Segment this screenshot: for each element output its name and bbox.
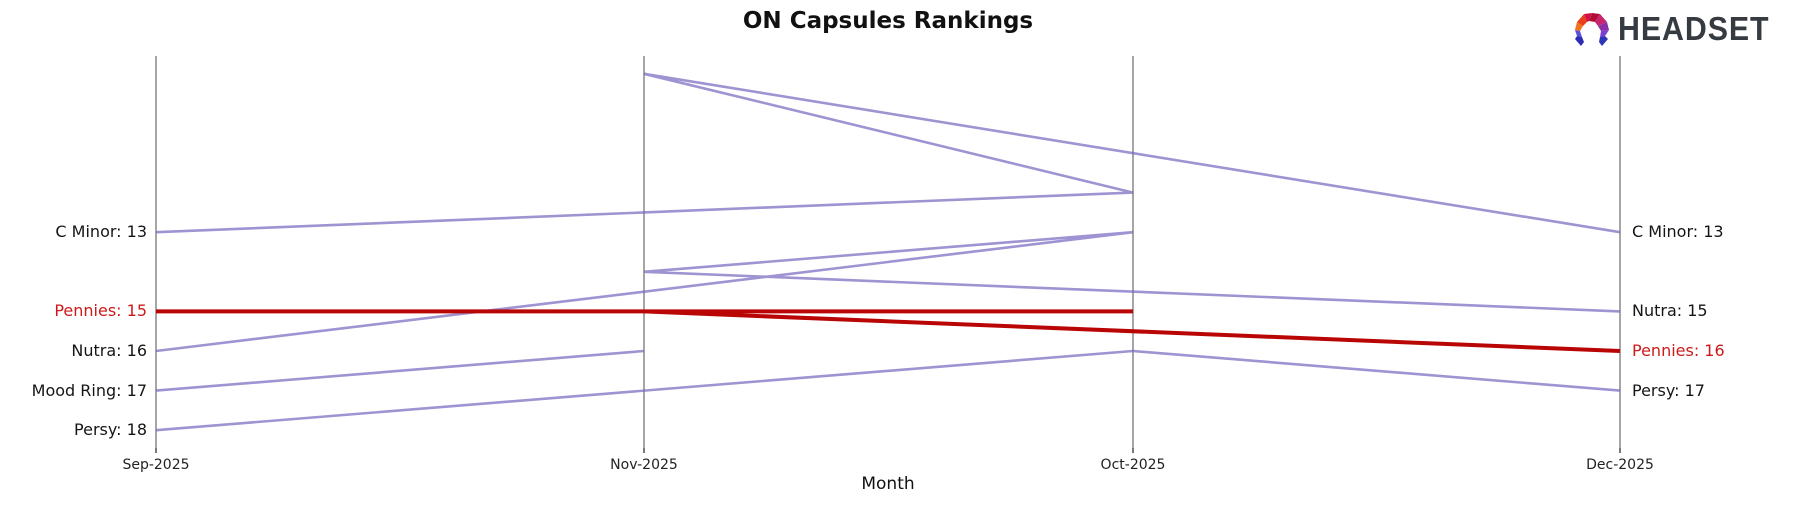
x-tick-label-Oct-2025: Oct-2025 (1100, 457, 1166, 473)
x-axis-title: Month (861, 474, 915, 494)
series-line-pennies[interactable] (156, 309, 1621, 353)
right-end-label-nutra: Nutra: 15 (1632, 301, 1708, 321)
x-tick-label-Sep-2025: Sep-2025 (122, 457, 190, 473)
series-line-persy[interactable] (155, 349, 1621, 432)
right-end-label-persy: Persy: 17 (1632, 380, 1705, 400)
headset-logo: HEADSET (1572, 10, 1783, 48)
x-tick-label-Nov-2025: Nov-2025 (610, 457, 678, 473)
headset-logo-text: HEADSET (1618, 10, 1770, 47)
series-line-nutra[interactable] (155, 230, 1621, 353)
left-end-label-persy: Persy: 18 (74, 420, 147, 440)
right-end-label-c-minor: C Minor: 13 (1632, 222, 1724, 242)
right-end-label-pennies: Pennies: 16 (1632, 341, 1725, 360)
chart-title: ON Capsules Rankings (742, 8, 1034, 34)
left-end-label-c-minor: C Minor: 13 (55, 222, 147, 242)
left-end-label-pennies: Pennies: 15 (54, 301, 147, 321)
x-tick-label-Dec-2025: Dec-2025 (1586, 457, 1654, 473)
headset-logo-icon (1575, 13, 1609, 46)
series-line-c-minor[interactable] (155, 72, 1621, 234)
left-end-label-mood-ring: Mood Ring: 17 (31, 380, 147, 400)
left-end-label-nutra: Nutra: 16 (71, 341, 147, 360)
series-line-mood-ring[interactable] (155, 349, 645, 392)
